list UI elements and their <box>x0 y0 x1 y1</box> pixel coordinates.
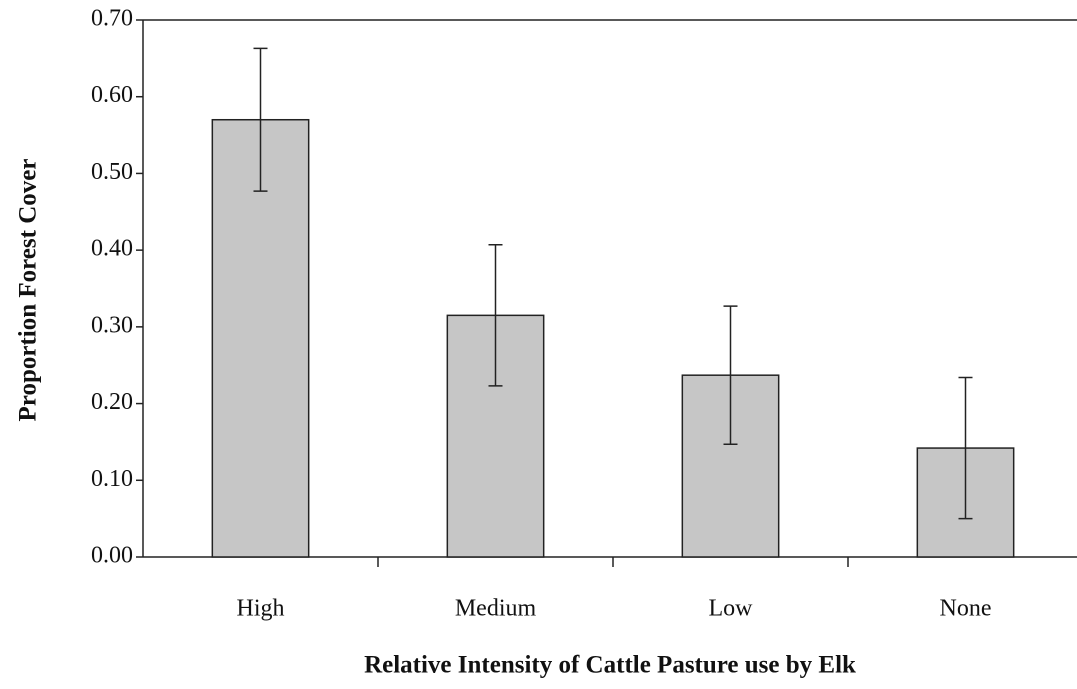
x-tick-label: None <box>940 596 992 622</box>
error-bar <box>253 47 268 192</box>
x-tick-label: Low <box>709 596 754 622</box>
y-tick-label: 0.40 <box>91 236 133 262</box>
y-tick-label: 0.30 <box>91 312 133 338</box>
y-tick-label: 0.00 <box>91 543 133 569</box>
error-bar <box>723 305 738 445</box>
x-axis-title: Relative Intensity of Cattle Pasture use… <box>364 652 856 679</box>
x-tick-label: High <box>237 596 285 622</box>
y-axis-title: Proportion Forest Cover <box>15 159 42 422</box>
y-tick-label: 0.60 <box>91 82 133 108</box>
bar <box>211 118 310 558</box>
y-tick-label: 0.10 <box>91 466 133 492</box>
y-tick-label: 0.70 <box>91 6 133 32</box>
error-bar <box>958 376 973 520</box>
error-bar <box>488 244 503 387</box>
y-tick-label: 0.50 <box>91 159 133 185</box>
x-tick-label: Medium <box>455 596 537 622</box>
y-tick-label: 0.20 <box>91 389 133 415</box>
